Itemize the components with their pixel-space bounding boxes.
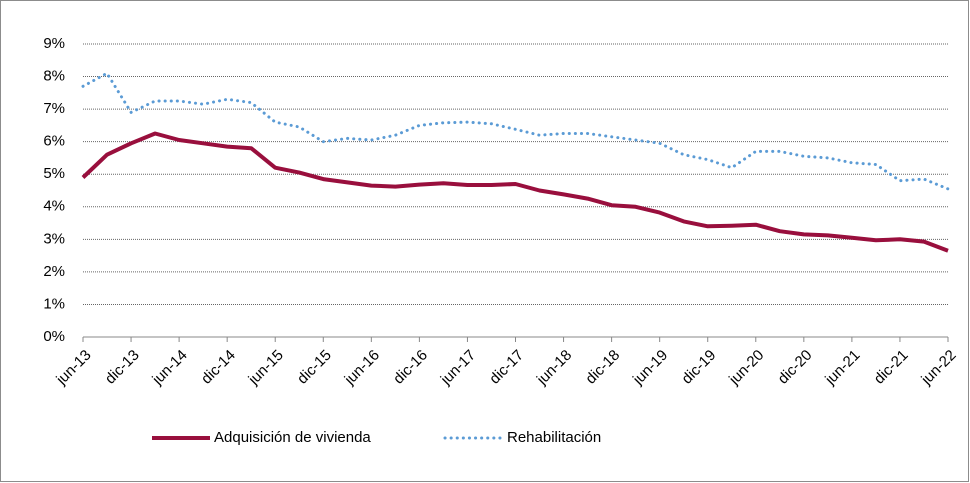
legend-label: Rehabilitación (507, 429, 601, 446)
y-tick-label: 6% (43, 133, 65, 150)
y-tick-label: 0% (43, 328, 65, 345)
y-tick-label: 7% (43, 100, 65, 117)
y-tick-label: 9% (43, 35, 65, 52)
series-line (81, 131, 949, 253)
y-tick-label: 2% (43, 263, 65, 280)
y-tick-label: 8% (43, 68, 65, 85)
series-line (81, 71, 950, 191)
y-tick-label: 4% (43, 198, 65, 215)
y-tick-label: 5% (43, 165, 65, 182)
y-tick-label: 3% (43, 230, 65, 247)
legend-label: Adquisición de vivienda (214, 429, 371, 446)
y-tick-label: 1% (43, 295, 65, 312)
